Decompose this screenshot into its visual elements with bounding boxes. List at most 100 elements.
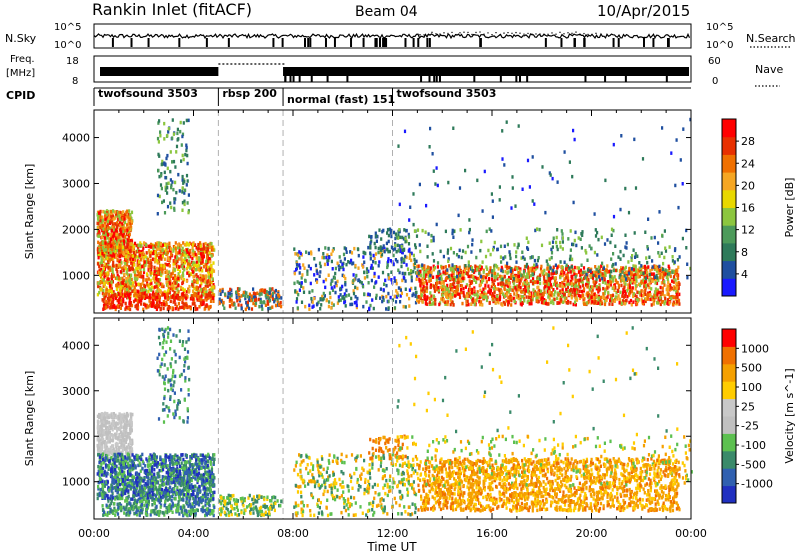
heatmap-cell [368,234,371,239]
nsearch-point [463,31,465,33]
heatmap-cell [96,229,99,233]
heatmap-cell [108,268,111,272]
heatmap-cell [111,254,114,258]
heatmap-cell [375,293,378,298]
heatmap-cell [171,271,174,276]
heatmap-cell [603,242,607,246]
heatmap-cell [552,288,555,292]
heatmap-cell [276,299,279,303]
heatmap-cell [675,286,678,290]
heatmap-cell [152,295,155,300]
heatmap-cell [550,285,553,289]
heatmap-cell [196,255,199,260]
heatmap-cell [536,264,539,269]
heatmap-cell [598,275,601,279]
heatmap-cell [492,282,495,286]
heatmap-cell [267,302,270,306]
heatmap-cell [218,301,221,306]
heatmap-cell [515,284,518,288]
heatmap-cell [114,228,117,232]
heatmap-cell [503,302,507,306]
heatmap-cell [242,293,245,297]
heatmap-cell [108,247,111,252]
heatmap-cell [196,275,199,279]
heatmap-cell [183,179,186,184]
heatmap-cell [457,280,460,285]
heatmap-cell [99,215,102,219]
heatmap-cell [410,275,413,279]
heatmap-cell [229,287,232,292]
heatmap-cell [451,231,454,236]
heatmap-cell [108,258,111,262]
heatmap-cell [174,281,177,285]
heatmap-cell [392,248,395,252]
heatmap-cell [129,239,132,243]
heatmap-cell [452,275,455,280]
heatmap-cell [157,288,160,292]
heatmap-cell [429,302,432,306]
heatmap-cell [108,265,112,270]
heatmap-cell [387,227,390,232]
heatmap-cell [637,298,640,302]
heatmap-cell [493,284,496,289]
heatmap-cell [167,127,170,131]
heatmap-cell [160,302,163,306]
heatmap-cell [124,301,127,306]
heatmap-cell [626,277,629,281]
heatmap-cell [559,284,562,288]
heatmap-cell [499,281,502,286]
heatmap-cell [158,300,161,304]
heatmap-cell [557,264,560,268]
heatmap-cell [654,265,657,269]
heatmap-cell [413,257,416,262]
heatmap-cell [430,294,433,298]
heatmap-cell [295,267,298,272]
heatmap-cell [149,254,152,258]
heatmap-cell [492,286,495,291]
heatmap-cell [267,306,270,311]
heatmap-cell [387,257,390,261]
heatmap-cell [128,232,131,237]
heatmap-cell [536,280,539,284]
heatmap-cell [206,248,210,252]
heatmap-cell [166,297,169,301]
heatmap-cell [112,290,115,294]
heatmap-cell [140,288,143,292]
heatmap-cell [577,266,580,270]
heatmap-cell [194,294,197,298]
heatmap-cell [606,286,609,290]
heatmap-cell [162,199,165,203]
heatmap-cell [444,285,447,290]
nsearch-point [587,33,589,36]
heatmap-cell [561,284,564,289]
heatmap-cell [163,257,166,261]
heatmap-cell [671,294,674,299]
heatmap-cell [343,246,346,250]
heatmap-cell [673,272,677,276]
heatmap-cell [573,292,577,297]
heatmap-cell [440,277,443,281]
heatmap-cell [182,294,185,299]
heatmap-cell [151,298,155,302]
heatmap-cell [478,269,481,274]
heatmap-cell [368,307,371,312]
heatmap-cell [556,265,559,269]
heatmap-cell [580,263,583,267]
heatmap-cell [173,273,177,278]
heatmap-cell [186,271,189,275]
heatmap-cell [459,228,462,232]
heatmap-cell [621,294,624,298]
heatmap-cell [506,266,509,270]
heatmap-cell [104,294,107,298]
heatmap-cell [547,273,550,278]
heatmap-cell [337,264,340,268]
heatmap-cell [495,297,498,301]
heatmap-cell [149,245,152,249]
nsearch-point [435,33,437,35]
heatmap-cell [130,210,134,215]
heatmap-cell [246,305,249,309]
heatmap-cell [107,258,110,263]
heatmap-cell [118,297,121,301]
heatmap-cell [135,243,138,248]
heatmap-cell [556,284,559,288]
